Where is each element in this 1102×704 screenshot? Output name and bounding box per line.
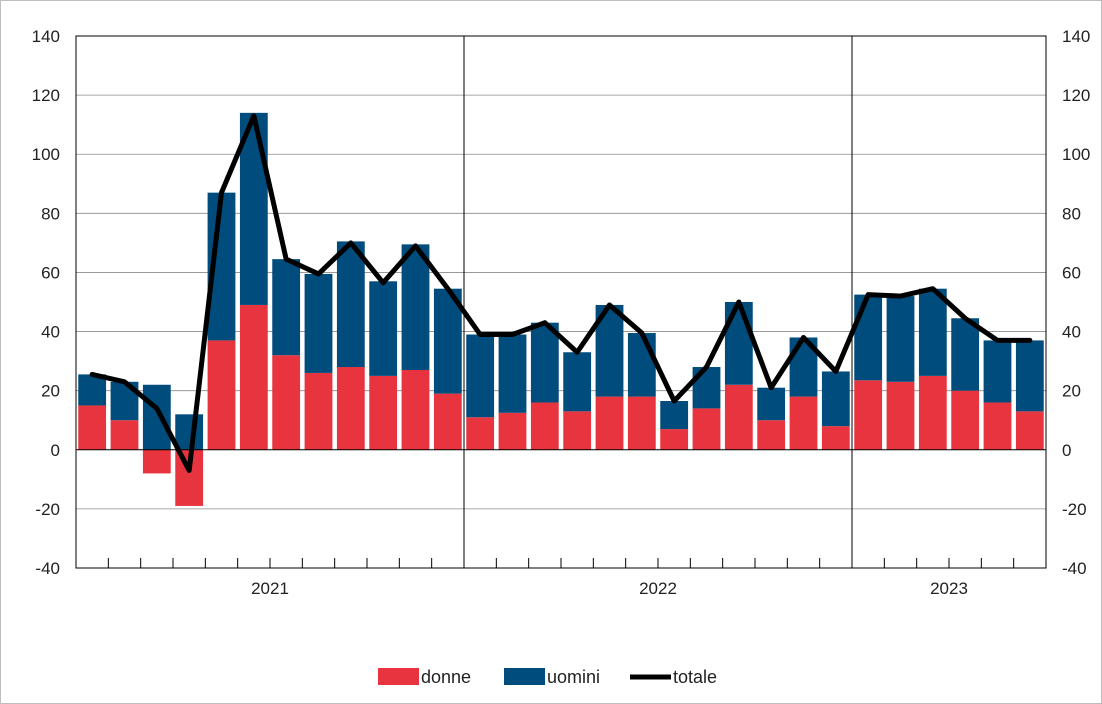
year-separators	[463, 36, 853, 568]
bar-uomini	[627, 333, 656, 397]
y-tick-label-right: 20	[1062, 382, 1081, 401]
bar-donne	[983, 402, 1012, 450]
legend-swatch-uomini	[504, 668, 545, 685]
bar-donne	[886, 381, 915, 450]
bar-uomini	[530, 322, 559, 403]
bar-uomini	[983, 340, 1012, 403]
y-tick-label-left: -40	[35, 559, 60, 578]
bar-donne	[1015, 411, 1044, 450]
y-tick-label-left: 120	[32, 86, 60, 105]
bar-uomini	[692, 367, 721, 409]
bar-donne	[369, 375, 398, 450]
legend-label-donne: donne	[421, 667, 471, 687]
x-year-label: 2021	[251, 579, 289, 598]
bar-donne	[142, 449, 171, 474]
y-tick-label-right: 0	[1062, 441, 1071, 460]
legend-label-totale: totale	[673, 667, 717, 687]
bar-donne	[498, 412, 527, 450]
y-tick-label-left: 20	[41, 382, 60, 401]
y-tick-label-left: 40	[41, 323, 60, 342]
bar-donne	[821, 426, 850, 450]
bars	[78, 112, 1044, 506]
bar-uomini	[821, 371, 850, 427]
bar-uomini	[854, 294, 883, 381]
bar-donne	[530, 402, 559, 450]
x-year-label: 2022	[639, 579, 677, 598]
x-ticks	[107, 554, 1015, 568]
y-tick-label-right: 40	[1062, 323, 1081, 342]
y-tick-label-left: 60	[41, 263, 60, 282]
x-axis-year-labels: 2021 2022 2023	[251, 579, 968, 598]
y-axis-left-labels: -40 -20 0 20 40 60 80 100 120 140	[32, 27, 60, 578]
bar-donne	[401, 369, 430, 450]
y-tick-label-right: 60	[1062, 263, 1081, 282]
y-tick-label-left: -20	[35, 500, 60, 519]
bar-uomini	[433, 288, 462, 394]
bar-uomini	[78, 374, 107, 406]
bar-uomini	[498, 334, 527, 413]
bar-uomini	[563, 352, 592, 412]
bar-donne	[336, 367, 365, 450]
y-tick-label-right: -20	[1062, 500, 1087, 519]
bar-uomini	[951, 318, 980, 391]
bar-donne	[627, 396, 656, 450]
bar-donne	[918, 375, 947, 450]
bar-uomini	[918, 288, 947, 376]
bar-uomini	[272, 259, 301, 356]
bar-uomini	[724, 302, 753, 385]
bar-donne	[110, 420, 139, 450]
bar-donne	[724, 384, 753, 450]
bar-uomini	[369, 281, 398, 376]
legend: donne uomini totale	[378, 667, 717, 687]
bar-donne	[854, 380, 883, 450]
y-tick-label-left: 80	[41, 204, 60, 223]
bar-uomini	[757, 387, 786, 421]
bar-uomini	[660, 401, 689, 430]
bar-donne	[466, 417, 495, 450]
bar-donne	[272, 355, 301, 450]
y-tick-label-left: 140	[32, 27, 60, 46]
bar-donne	[433, 393, 462, 450]
y-axis-right-labels: -40 -20 0 20 40 60 80 100 120 140	[1062, 27, 1090, 578]
bar-donne	[595, 396, 624, 450]
bar-uomini	[142, 384, 171, 450]
y-tick-label-left: 0	[51, 441, 60, 460]
bar-donne	[951, 390, 980, 450]
legend-label-uomini: uomini	[547, 667, 600, 687]
x-year-label: 2023	[930, 579, 968, 598]
bar-uomini	[175, 414, 204, 450]
totale-line	[89, 113, 1033, 473]
bar-uomini	[401, 244, 430, 370]
y-tick-label-right: 100	[1062, 145, 1090, 164]
bar-donne	[78, 405, 107, 450]
bar-uomini	[886, 296, 915, 382]
bar-donne	[239, 304, 268, 450]
bar-donne	[563, 411, 592, 450]
bar-uomini	[336, 241, 365, 368]
bar-donne	[207, 340, 236, 450]
y-tick-label-right: 120	[1062, 86, 1090, 105]
legend-swatch-donne	[378, 668, 419, 685]
bar-donne	[692, 408, 721, 450]
y-tick-label-right: -40	[1062, 559, 1087, 578]
bar-donne	[660, 429, 689, 450]
bar-uomini	[239, 112, 268, 305]
y-tick-label-right: 80	[1062, 204, 1081, 223]
bar-uomini	[466, 334, 495, 418]
bar-donne	[757, 420, 786, 450]
bar-donne	[304, 372, 333, 450]
bar-donne	[789, 396, 818, 450]
y-tick-label-right: 140	[1062, 27, 1090, 46]
bar-uomini	[304, 273, 333, 373]
bar-uomini	[1015, 340, 1044, 412]
y-tick-label-left: 100	[32, 145, 60, 164]
totale-line-group	[89, 113, 1033, 473]
